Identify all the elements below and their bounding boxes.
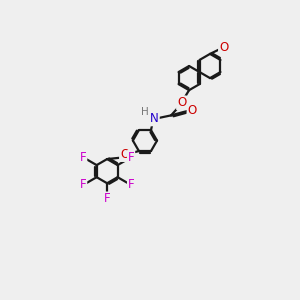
Text: O: O [188, 104, 197, 117]
Text: F: F [80, 178, 86, 191]
Text: O: O [177, 96, 186, 109]
Text: F: F [128, 151, 134, 164]
Text: N: N [150, 112, 159, 125]
Text: F: F [80, 151, 86, 164]
Text: H: H [141, 107, 149, 117]
Text: F: F [128, 178, 134, 191]
Text: O: O [120, 148, 129, 161]
Text: F: F [104, 192, 110, 205]
Text: O: O [219, 41, 228, 54]
